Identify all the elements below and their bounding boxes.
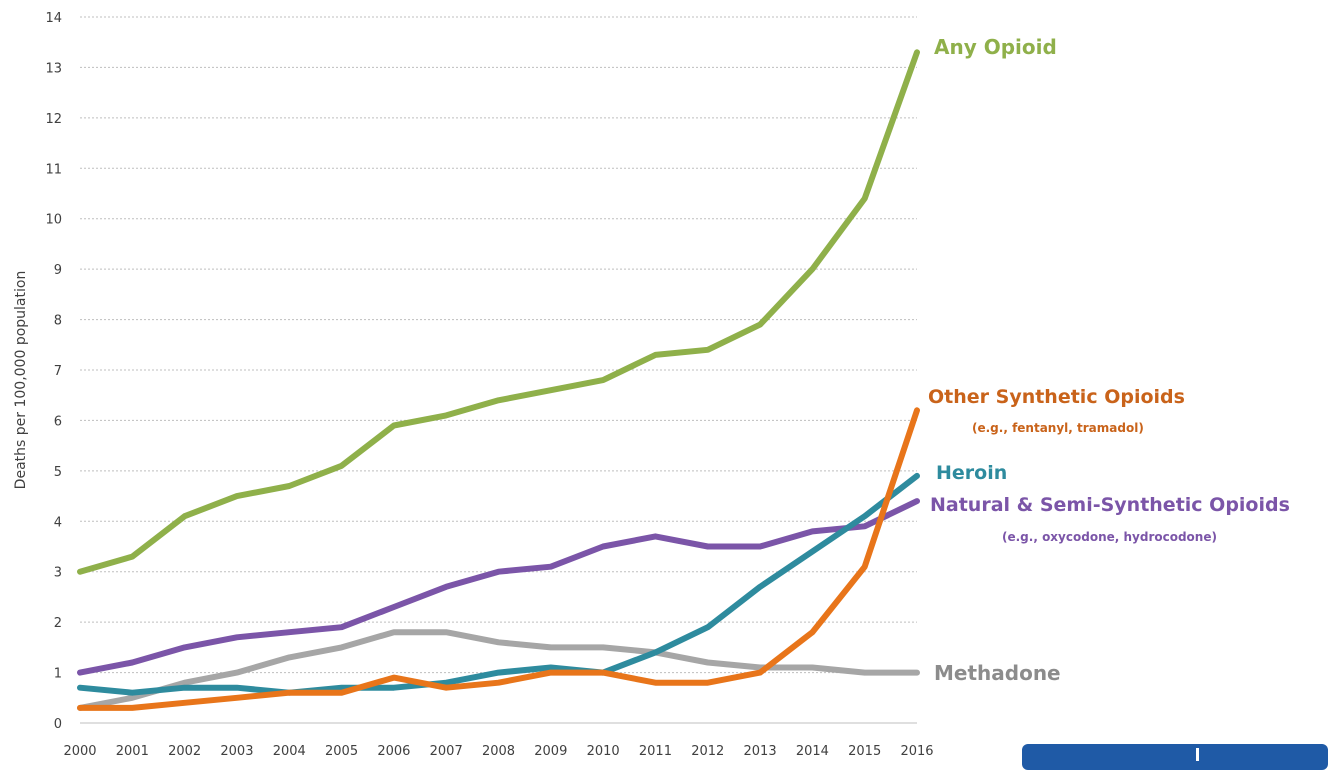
y-tick-label: 13 (45, 61, 62, 76)
series-line-methadone (77, 629, 920, 711)
series-label-heroin: Heroin (936, 462, 1007, 484)
series-line-any-opioid (77, 49, 920, 575)
y-tick-label: 5 (54, 465, 62, 480)
series-lines (77, 49, 920, 711)
x-tick-label: 2003 (220, 744, 253, 759)
y-tick-label: 10 (45, 213, 62, 228)
series-sublabel-other-synthetic: (e.g., fentanyl, tramadol) (972, 421, 1144, 435)
x-tick-label: 2016 (900, 744, 933, 759)
y-tick-label: 11 (45, 162, 62, 177)
y-tick-label: 2 (54, 616, 62, 631)
series-label-natural-semi-synthetic: Natural & Semi-Synthetic Opioids (930, 494, 1290, 516)
x-tick-label: 2001 (116, 744, 149, 759)
series-label-other-synthetic: Other Synthetic Opioids (928, 386, 1185, 408)
y-tick-label: 8 (54, 314, 62, 329)
y-tick-label: 12 (45, 112, 62, 127)
x-tick-label: 2004 (273, 744, 306, 759)
y-tick-label: 0 (54, 717, 62, 732)
x-tick-label: 2010 (587, 744, 620, 759)
x-tick-label: 2009 (534, 744, 567, 759)
y-tick-label: 1 (54, 667, 62, 682)
y-tick-label: 6 (54, 414, 62, 429)
source-logo-divider (1196, 748, 1199, 761)
y-tick-label: 9 (54, 263, 62, 278)
series-label-any-opioid: Any Opioid (934, 35, 1057, 59)
x-tick-label: 2000 (63, 744, 96, 759)
series-line-heroin (77, 472, 920, 696)
x-tick-label: 2015 (848, 744, 881, 759)
series-label-methadone: Methadone (934, 661, 1061, 685)
y-tick-label: 14 (45, 11, 62, 26)
x-tick-label: 2007 (430, 744, 463, 759)
x-tick-label: 2013 (744, 744, 777, 759)
x-tick-label: 2012 (691, 744, 724, 759)
source-logo-badge (1022, 744, 1328, 770)
series-line-other-synthetic-opioids (77, 407, 920, 711)
series-line-natural-semi-synthetic-opioids (77, 498, 920, 676)
y-tick-label: 7 (54, 364, 62, 379)
x-tick-label: 2002 (168, 744, 201, 759)
x-tick-label: 2008 (482, 744, 515, 759)
series-sublabel-natural-semi-synthetic: (e.g., oxycodone, hydrocodone) (1002, 530, 1217, 544)
y-tick-label: 4 (54, 515, 62, 530)
series-labels: Any Opioid Other Synthetic Opioids (e.g.… (928, 35, 1290, 685)
x-tick-label: 2005 (325, 744, 358, 759)
x-tick-label: 2014 (796, 744, 829, 759)
x-tick-label: 2011 (639, 744, 672, 759)
x-tick-label: 2006 (377, 744, 410, 759)
y-tick-label: 3 (54, 566, 62, 581)
y-axis-label: Deaths per 100,000 population (13, 271, 29, 490)
